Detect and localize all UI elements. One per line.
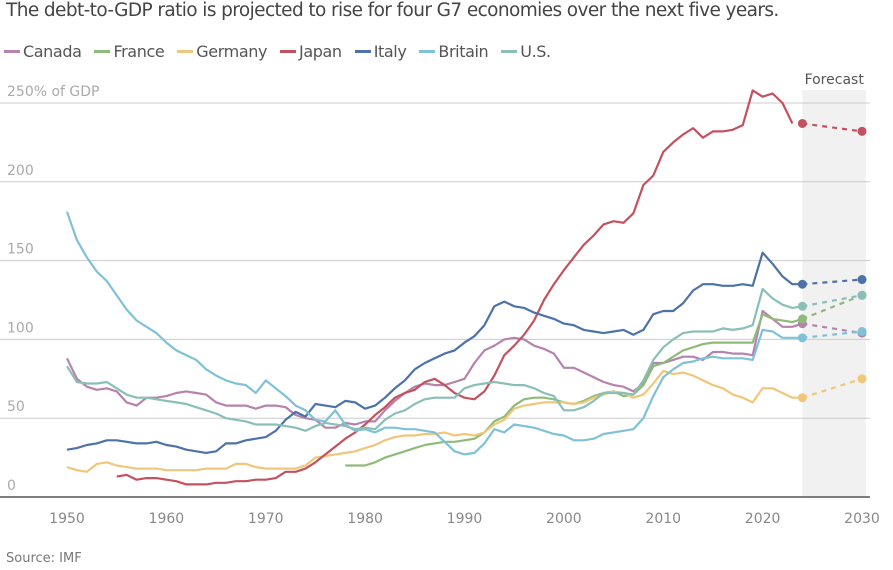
y-tick-label: 200 xyxy=(7,163,34,179)
x-tick-label: 1950 xyxy=(49,511,85,527)
forecast-band xyxy=(802,90,866,497)
series-line-canada xyxy=(66,309,803,429)
y-tick-label: 0 xyxy=(7,478,16,494)
forecast-line-germany xyxy=(802,377,863,399)
forecast-line-japan xyxy=(802,122,863,133)
point-2030-britain xyxy=(857,327,867,337)
point-2024-britain xyxy=(797,333,807,343)
y-tick-label: 250% of GDP xyxy=(7,84,100,100)
forecast-label: Forecast xyxy=(805,72,865,88)
legend-swatch xyxy=(4,50,20,53)
point-2030-japan xyxy=(857,126,867,136)
point-2024-us xyxy=(797,301,807,311)
forecast-line-us xyxy=(802,294,863,308)
x-tick-label: 2020 xyxy=(745,511,781,527)
x-tick-label: 2000 xyxy=(546,511,582,527)
legend-label: Italy xyxy=(373,42,407,61)
point-2030-italy xyxy=(857,275,867,285)
point-2024-italy xyxy=(797,279,807,289)
x-tick-label: 1980 xyxy=(347,511,383,527)
point-2024-japan xyxy=(797,118,807,128)
x-tick-label: 1990 xyxy=(447,511,483,527)
x-tick-label: 1970 xyxy=(248,511,284,527)
legend-label: Germany xyxy=(196,42,268,61)
legend-swatch xyxy=(501,50,518,53)
point-2024-germany xyxy=(797,393,807,403)
legend-swatch xyxy=(94,50,111,53)
point-2024-france xyxy=(797,314,807,324)
legend-swatch xyxy=(354,50,371,53)
legend-item: France xyxy=(94,42,165,61)
legend-swatch xyxy=(419,50,436,53)
legend-item: Britain xyxy=(419,42,489,61)
series-line-italy xyxy=(66,251,803,454)
point-2030-germany xyxy=(857,374,867,384)
legend-label: Canada xyxy=(23,42,82,61)
y-tick-label: 50 xyxy=(7,399,25,415)
x-tick-label: 2010 xyxy=(645,511,681,527)
x-tick-label: 1960 xyxy=(149,511,185,527)
legend-swatch xyxy=(177,50,194,53)
source-note: Source: IMF xyxy=(6,551,82,566)
series-line-japan xyxy=(116,89,794,486)
legend-label: U.S. xyxy=(520,42,551,61)
legend-item: Italy xyxy=(354,42,407,61)
legend: Canada France Germany Japan Italy Britain U.S. xyxy=(4,42,551,61)
x-tick-label: 2030 xyxy=(844,511,880,527)
series-line-britain xyxy=(65,211,803,456)
legend-item: Japan xyxy=(280,42,342,61)
point-2030-us xyxy=(857,290,867,300)
forecast-line-france xyxy=(801,294,863,320)
legend-item: U.S. xyxy=(501,42,551,61)
series-line-us xyxy=(66,287,803,432)
legend-swatch xyxy=(280,50,297,53)
legend-item: Germany xyxy=(177,42,267,61)
legend-label: France xyxy=(113,42,165,61)
chart-title: The debt-to-GDP ratio is projected to ri… xyxy=(6,0,779,21)
y-tick-label: 150 xyxy=(7,242,34,258)
legend-item: Canada xyxy=(4,42,82,61)
y-tick-label: 100 xyxy=(7,320,34,336)
series-line-germany xyxy=(66,369,803,473)
legend-label: Britain xyxy=(438,42,489,61)
legend-label: Japan xyxy=(299,42,342,61)
